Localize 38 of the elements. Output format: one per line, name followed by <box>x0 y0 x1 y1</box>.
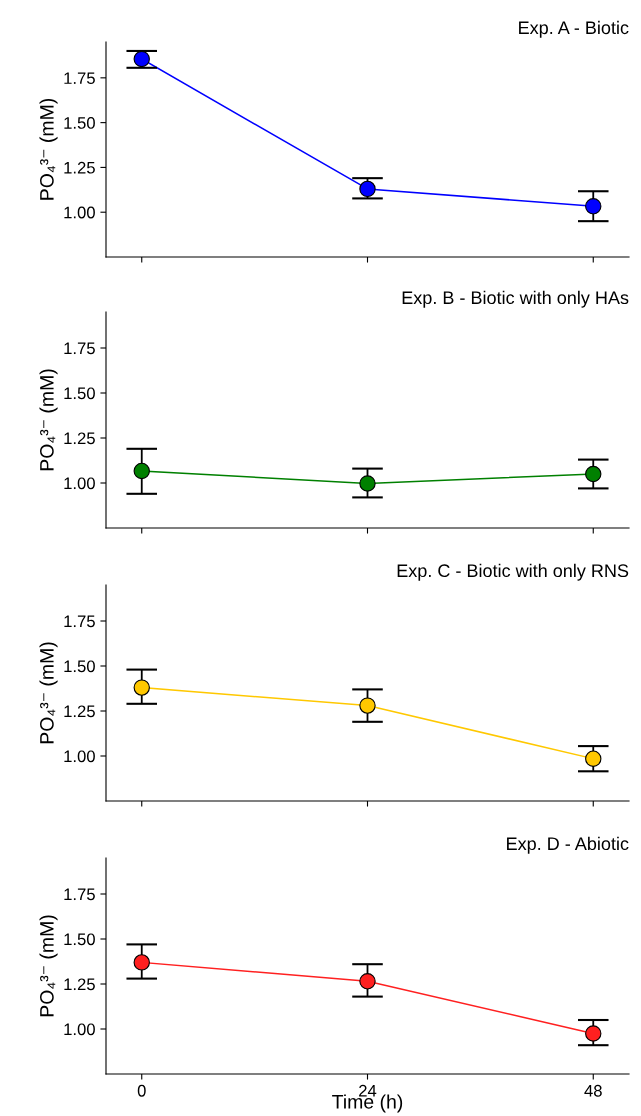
y-tick-label: 1.50 <box>64 933 95 946</box>
y-tick-label: 1.00 <box>64 477 95 490</box>
y-tick-label: 1.00 <box>64 750 95 763</box>
y-axis-title: PO₄³⁻ (mM) <box>39 98 58 200</box>
y-tick-label: 1.00 <box>64 1023 95 1036</box>
y-tick-label: 1.00 <box>64 206 95 219</box>
point <box>585 1025 602 1042</box>
x-tick-label: 48 <box>584 1084 602 1097</box>
point <box>359 475 376 492</box>
y-tick-label: 1.25 <box>64 978 95 991</box>
y-tick-label: 1.75 <box>64 342 95 355</box>
point <box>133 50 150 68</box>
point <box>585 198 602 215</box>
point <box>585 750 602 767</box>
y-axis-title: PO₄³⁻ (mM) <box>39 915 58 1017</box>
y-tick-label: 1.25 <box>64 432 95 445</box>
y-tick-label: 1.50 <box>64 660 95 673</box>
y-tick-label: 1.75 <box>64 72 95 85</box>
chart-title: Exp. C - Biotic with only RNS <box>397 563 629 581</box>
y-tick-label: 1.25 <box>64 161 95 174</box>
point <box>133 954 150 971</box>
point <box>359 973 376 990</box>
point <box>133 462 150 480</box>
chart-title: Exp. D - Abiotic <box>507 836 629 854</box>
point <box>359 697 376 714</box>
point <box>133 679 150 696</box>
y-tick-label: 1.25 <box>64 705 95 718</box>
point <box>359 180 376 198</box>
point <box>585 465 602 483</box>
y-axis-title: PO₄³⁻ (mM) <box>39 369 58 471</box>
chart-title: Exp. A - Biotic <box>519 20 629 38</box>
x-tick-label: 0 <box>137 1084 146 1097</box>
y-tick-label: 1.75 <box>64 888 95 901</box>
y-axis-title: PO₄³⁻ (mM) <box>39 642 58 744</box>
y-tick-label: 1.50 <box>64 117 95 129</box>
chart-title: Exp. B - Biotic with only HAs <box>402 290 629 308</box>
y-tick-label: 1.50 <box>64 387 95 400</box>
y-tick-label: 1.75 <box>64 615 95 628</box>
